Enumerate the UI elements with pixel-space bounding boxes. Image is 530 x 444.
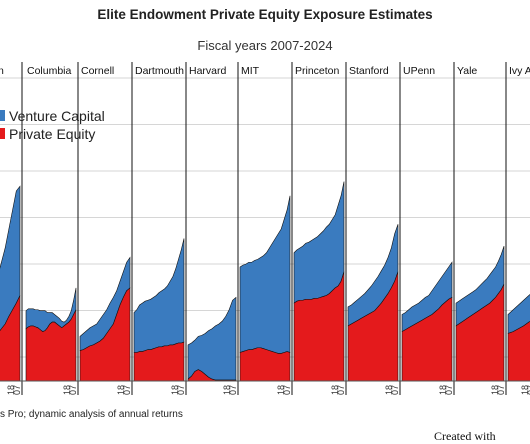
legend-label-venture-capital: Venture Capital [9,108,105,124]
tick-label: 07 [68,385,78,395]
tick-label: 18 [6,385,16,395]
legend-swatch-venture-capital [0,110,5,121]
area-venture-capital-mit [239,195,291,354]
tick-label: 07 [390,385,400,395]
panel-label-yale: Yale [457,65,477,77]
source-note: s Pro; dynamic analysis of annual return… [0,409,183,420]
legend-swatch-private-equity [0,128,5,139]
panel-label-harvard: Harvard [189,65,227,77]
tick-label: 07 [496,385,506,395]
area-venture-capital-harvard [187,296,237,381]
area-venture-capital-princeton [293,181,345,304]
tick-label: 18 [384,385,394,395]
tick-label: 07 [444,385,454,395]
tick-label: 18 [276,385,286,395]
tick-label: 18 [116,385,126,395]
legend-label-private-equity: Private Equity [9,126,95,142]
tick-label: 18 [222,385,232,395]
panel-label-dartmouth: Dartmouth [135,65,184,77]
tick-label: 18 [520,385,530,395]
tick-label: 18 [330,385,340,395]
panel-label-ivy-average: Ivy Av [509,65,530,77]
panel-label-columbia: Columbia [27,65,72,77]
tick-label: 18 [438,385,448,395]
panel-label-stanford: Stanford [349,65,389,77]
tick-label: 07 [12,385,22,395]
area-private-equity-mit [239,347,291,382]
tick-label: 07 [176,385,186,395]
area-venture-capital-dartmouth [133,238,185,353]
panel-label-brown: n [0,65,4,77]
panel-label-mit: MIT [241,65,260,77]
tick-label: 18 [62,385,72,395]
tick-label: 07 [336,385,346,395]
chart-subtitle: Fiscal years 2007-2024 [197,38,333,53]
panel-label-princeton: Princeton [295,65,340,77]
tick-label: 07 [526,385,530,395]
chart-title: Elite Endowment Private Equity Exposure … [97,7,433,22]
credit-text: Created with [434,429,496,443]
tick-label: 18 [490,385,500,395]
tick-label: 07 [122,385,132,395]
panel-label-upenn: UPenn [403,65,435,77]
panel-label-cornell: Cornell [81,65,114,77]
tick-label: 18 [170,385,180,395]
tick-label: 07 [228,385,238,395]
tick-label: 07 [282,385,292,395]
